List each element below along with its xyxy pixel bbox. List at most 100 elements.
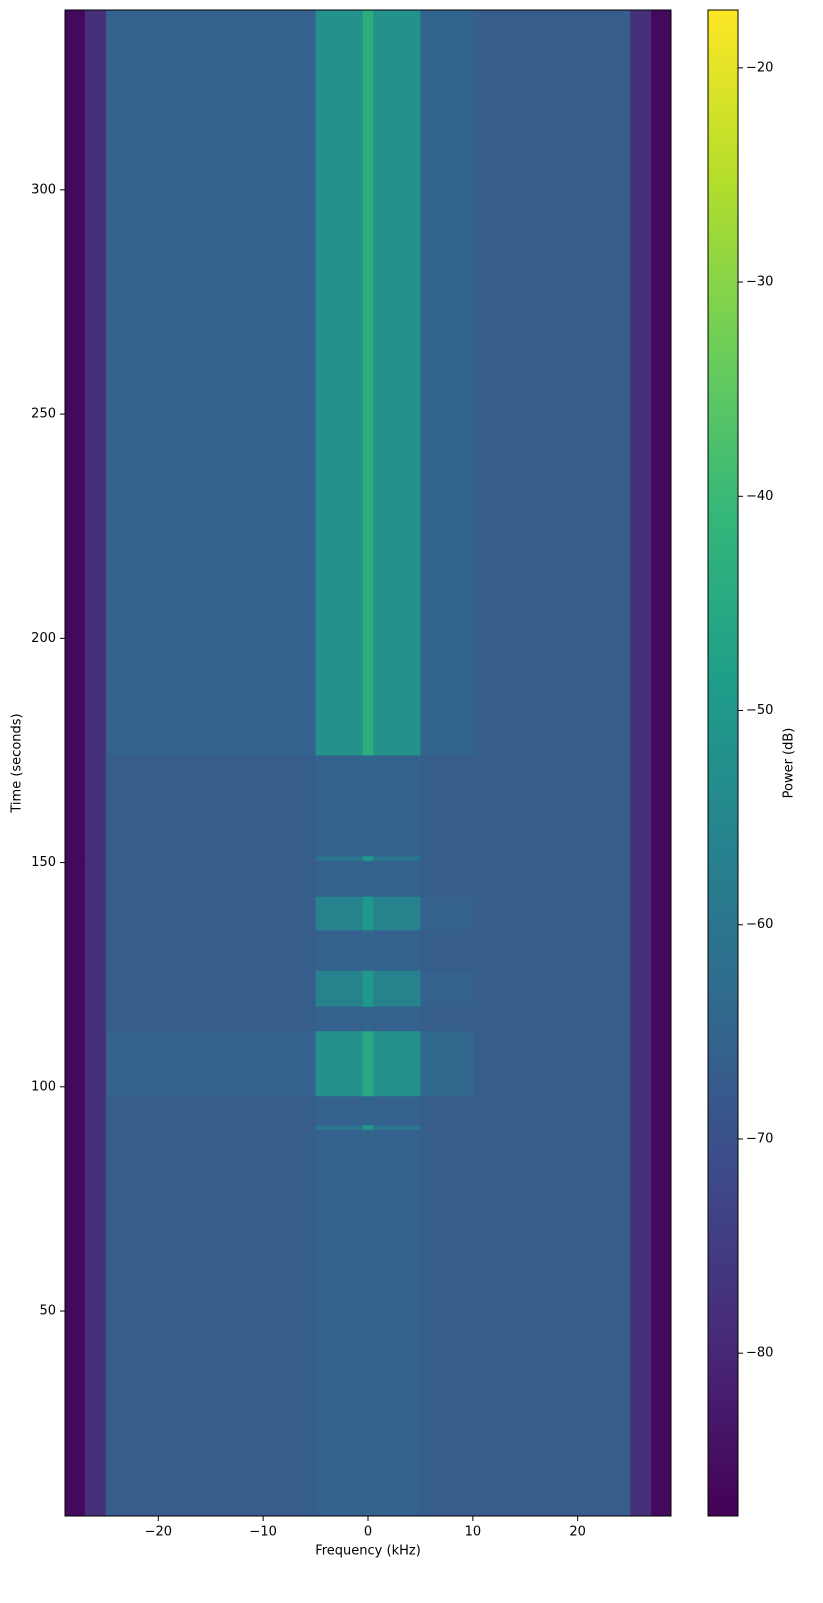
heatmap-cell [420,1095,474,1126]
heatmap-cell [420,1030,474,1097]
heatmap-cell [630,970,652,1007]
heatmap-cell [651,1124,672,1130]
heatmap-cell [472,929,631,971]
heatmap-cell [315,860,364,897]
heatmap-cell [315,1006,364,1032]
heatmap-cell [105,1006,317,1032]
heatmap-cell [420,929,474,971]
colorbar-tick-label: −70 [746,1131,773,1146]
colorbar-tick-label: −80 [746,1346,773,1361]
heatmap-cell [65,1095,86,1126]
heatmap-cell [420,896,474,931]
heatmap-cell [65,1124,86,1130]
heatmap-cell [65,929,86,971]
heatmap-cell [373,754,421,857]
heatmap-cell [630,1129,652,1517]
heatmap-cell [472,970,631,1007]
heatmap-cell [420,1129,474,1517]
heatmap-cell [105,1124,317,1130]
heatmap-cell [65,754,86,857]
heatmap-cell [472,1129,631,1517]
y-tick-label: 50 [39,1304,56,1319]
heatmap-cell [373,10,421,756]
heatmap-cell [420,754,474,857]
heatmap-cell [651,896,672,931]
heatmap-cell [472,860,631,897]
heatmap-cell [472,1095,631,1126]
heatmap-cell [315,855,364,861]
heatmap-cell [373,860,421,897]
heatmap-cell [362,1095,374,1126]
heatmap-cell [651,860,672,897]
colorbar-tick-label: −20 [746,60,773,75]
x-axis-label: Frequency (kHz) [315,1544,421,1559]
heatmap-cell [65,860,86,897]
heatmap-cell [472,754,631,857]
colorbar [707,9,739,1517]
heatmap-cell [65,10,86,756]
heatmap-cell [84,970,107,1007]
heatmap-cell [84,1006,107,1032]
heatmap-cell [373,929,421,971]
heatmap-cell [472,896,631,931]
heatmap-cell [362,1006,374,1032]
heatmap-cell [630,896,652,931]
heatmap-cell [362,1124,374,1130]
heatmap-cell [472,10,631,756]
heatmap-cell [84,855,107,861]
heatmap-cell [84,1124,107,1130]
heatmap-cell [651,10,672,756]
x-tick-label: −10 [249,1525,276,1540]
heatmap-cell [362,10,374,756]
heatmap-cell [362,855,374,861]
heatmap-cell [362,754,374,857]
heatmap-cell [420,10,474,756]
heatmap-cell [84,10,107,756]
heatmap-cell [630,860,652,897]
heatmap-cell [105,10,317,756]
heatmap-cell [315,754,364,857]
heatmap-cell [65,1030,86,1097]
y-tick-label: 150 [31,855,56,870]
heatmap-cell [362,896,374,931]
heatmap-cell [420,1124,474,1130]
heatmap-cell [472,1030,631,1097]
heatmap-cell [630,929,652,971]
heatmap-cell [373,970,421,1007]
heatmap-cell [651,929,672,971]
colorbar-tick-label: −30 [746,275,773,290]
heatmap-cell [84,1095,107,1126]
heatmap-cell [651,970,672,1007]
heatmap-cell [630,10,652,756]
y-tick-label: 250 [31,407,56,422]
heatmap-cell [65,855,86,861]
heatmap-cell [65,970,86,1007]
heatmap-cell [84,754,107,857]
heatmap-cell [362,1129,374,1517]
heatmap-cell [84,860,107,897]
heatmap-cell [105,860,317,897]
heatmap-cell [65,1129,86,1517]
heatmap-cell [472,1006,631,1032]
colorbar-label: Power (dB) [782,728,797,799]
y-axis-label: Time (seconds) [10,713,25,813]
heatmap-cell [651,1095,672,1126]
heatmap-cell [472,855,631,861]
heatmap-cell [84,1129,107,1517]
heatmap-cell [373,855,421,861]
colorbar-tick-label: −40 [746,489,773,504]
heatmap-cell [420,855,474,861]
heatmap-cell [373,1006,421,1032]
heatmap-cell [105,1030,317,1097]
colorbar-tick-label: −50 [746,703,773,718]
heatmap-cell [84,896,107,931]
heatmap-cell [630,1030,652,1097]
heatmap-cell [373,1030,421,1097]
colorbar-tick-label: −60 [746,917,773,932]
y-tick-label: 200 [31,631,56,646]
heatmap-cell [315,896,364,931]
heatmap-cell [315,1095,364,1126]
x-tick-label: 0 [364,1525,372,1540]
heatmap-cell [315,1129,364,1517]
